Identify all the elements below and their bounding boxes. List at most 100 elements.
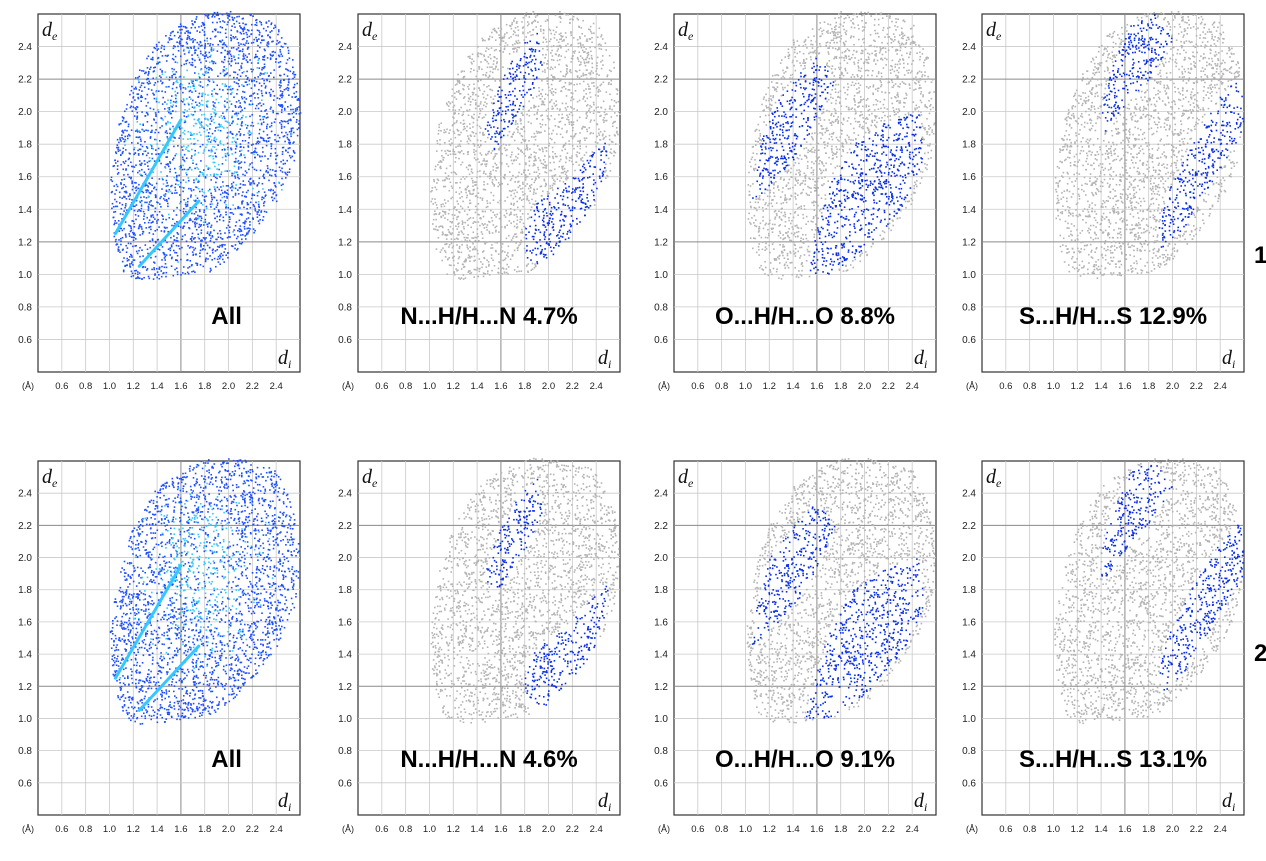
scatter-point — [288, 78, 290, 80]
scatter-point — [243, 134, 245, 136]
scatter-point — [135, 88, 137, 90]
scatter-point — [148, 277, 151, 280]
scatter-point — [617, 133, 619, 136]
scatter-point — [481, 237, 484, 239]
scatter-point — [451, 142, 453, 144]
scatter-point — [505, 154, 508, 157]
scatter-point — [190, 246, 192, 248]
scatter-point — [200, 124, 202, 126]
scatter-point — [498, 261, 500, 263]
scatter-point — [532, 193, 535, 195]
x-tick-labels: 0.6 0.8 1.0 1.2 1.4 1.6 1.8 2.0 2.2 2.4 — [55, 381, 283, 392]
scatter-point — [186, 173, 188, 176]
scatter-point — [234, 177, 237, 179]
scatter-point — [167, 202, 169, 205]
scatter-point — [116, 138, 119, 141]
scatter-point — [176, 271, 179, 273]
scatter-point — [598, 27, 601, 30]
scatter-point — [175, 76, 177, 79]
scatter-point — [200, 134, 202, 136]
scatter-point — [203, 31, 206, 33]
scatter-point — [498, 36, 501, 39]
scatter-point — [548, 155, 551, 158]
scatter-point — [463, 125, 465, 128]
scatter-point — [179, 42, 182, 45]
y-tick-label: 1.8 — [18, 140, 32, 151]
scatter-point — [263, 48, 266, 51]
scatter-point — [175, 153, 177, 155]
scatter-point — [149, 137, 152, 139]
scatter-point — [221, 13, 224, 16]
scatter-point — [167, 230, 169, 233]
scatter-point — [561, 40, 564, 42]
scatter-point — [222, 216, 225, 219]
scatter-point — [562, 218, 564, 221]
scatter-point — [149, 136, 152, 138]
scatter-point — [545, 146, 548, 149]
scatter-point — [288, 141, 290, 144]
scatter-point — [579, 43, 582, 46]
scatter-point — [191, 148, 193, 151]
scatter-point — [190, 79, 193, 82]
scatter-point — [256, 93, 259, 95]
scatter-point — [131, 272, 134, 275]
scatter-point — [258, 209, 260, 211]
scatter-point — [503, 35, 506, 37]
scatter-point — [193, 133, 195, 135]
scatter-point — [520, 141, 523, 144]
scatter-point — [177, 31, 179, 34]
scatter-point — [219, 244, 221, 247]
scatter-point — [169, 110, 172, 113]
scatter-point — [286, 59, 289, 61]
scatter-point — [239, 146, 242, 148]
scatter-point — [270, 188, 272, 191]
scatter-point — [530, 153, 532, 156]
scatter-point — [169, 247, 171, 249]
scatter-point — [211, 236, 214, 238]
scatter-point — [583, 163, 585, 166]
scatter-point — [251, 121, 254, 124]
scatter-point — [255, 169, 258, 172]
scatter-point — [476, 170, 479, 173]
scatter-point — [544, 124, 547, 126]
scatter-point — [201, 239, 203, 242]
scatter-point — [485, 160, 487, 163]
scatter-point — [256, 40, 258, 42]
scatter-point — [123, 184, 125, 186]
scatter-point — [169, 249, 172, 252]
scatter-point — [169, 190, 172, 193]
scatter-point — [467, 256, 470, 259]
scatter-point — [514, 47, 517, 49]
scatter-point — [201, 99, 203, 102]
scatter-point — [501, 152, 503, 155]
scatter-point — [492, 183, 494, 185]
scatter-point — [553, 174, 555, 177]
scatter-point — [559, 38, 561, 41]
scatter-point — [513, 139, 516, 142]
scatter-point — [252, 218, 254, 220]
scatter-point — [567, 204, 569, 207]
scatter-point — [578, 116, 581, 119]
scatter-point — [438, 161, 440, 163]
scatter-point — [239, 75, 242, 77]
scatter-point — [158, 249, 161, 251]
scatter-point — [512, 103, 514, 106]
scatter-point — [151, 221, 154, 223]
scatter-point — [528, 155, 531, 158]
scatter-point — [178, 174, 180, 177]
scatter-point — [592, 132, 594, 135]
scatter-point — [526, 147, 529, 149]
scatter-point — [123, 227, 125, 230]
scatter-point — [198, 226, 200, 229]
scatter-point — [194, 149, 196, 152]
scatter-point — [120, 237, 122, 240]
scatter-point — [230, 38, 233, 40]
scatter-point — [147, 113, 149, 116]
scatter-point — [274, 147, 277, 150]
scatter-point — [547, 117, 549, 120]
scatter-point — [590, 70, 593, 72]
scatter-point — [238, 187, 241, 189]
scatter-point — [159, 203, 161, 205]
scatter-point — [164, 199, 166, 202]
scatter-point — [536, 76, 538, 79]
